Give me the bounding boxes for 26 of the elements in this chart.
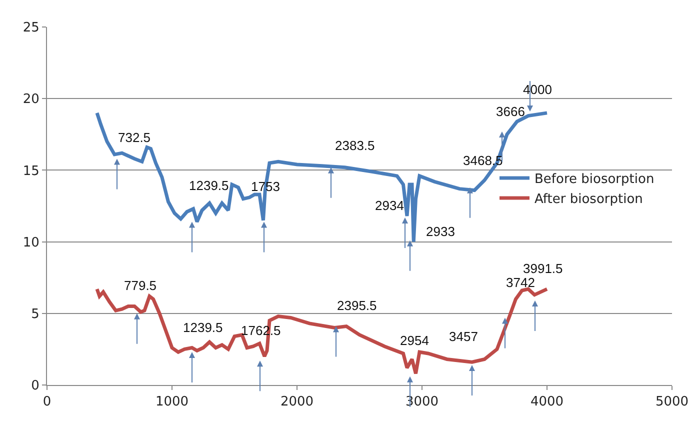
y-tick-label: 0: [31, 378, 40, 394]
legend-label: Before biosorption: [534, 172, 654, 188]
x-tick-label: 1000: [155, 394, 189, 410]
x-tick-label: 5000: [655, 394, 689, 410]
annotation: 2954: [400, 333, 429, 348]
annotation: 3991.5: [523, 261, 563, 276]
annotation: 1239.5: [183, 320, 223, 335]
legend-label: After biosorption: [534, 192, 643, 208]
y-tick-label: 15: [22, 164, 40, 179]
y-tick-label: 25: [22, 20, 40, 36]
y-tick-label: 10: [22, 235, 40, 250]
annotation: 779.5: [124, 278, 157, 293]
annotation: 2395.5: [337, 298, 377, 313]
y-tick-label: 5: [31, 306, 40, 322]
annotation: 2383.5: [335, 138, 375, 153]
annotation: 3666: [496, 104, 525, 119]
annotation: 2933: [426, 224, 455, 239]
annotation: 3457: [449, 329, 478, 344]
annotation: 732.5: [118, 130, 151, 145]
x-tick-label: 4000: [530, 394, 564, 410]
x-tick-label: 2000: [280, 394, 314, 410]
annotation: 3742: [506, 275, 535, 290]
y-tick-label: 20: [22, 92, 40, 108]
annotation: 1239.5: [189, 178, 229, 193]
x-tick-label: 0: [42, 394, 52, 410]
annotation: 2934: [375, 198, 404, 213]
